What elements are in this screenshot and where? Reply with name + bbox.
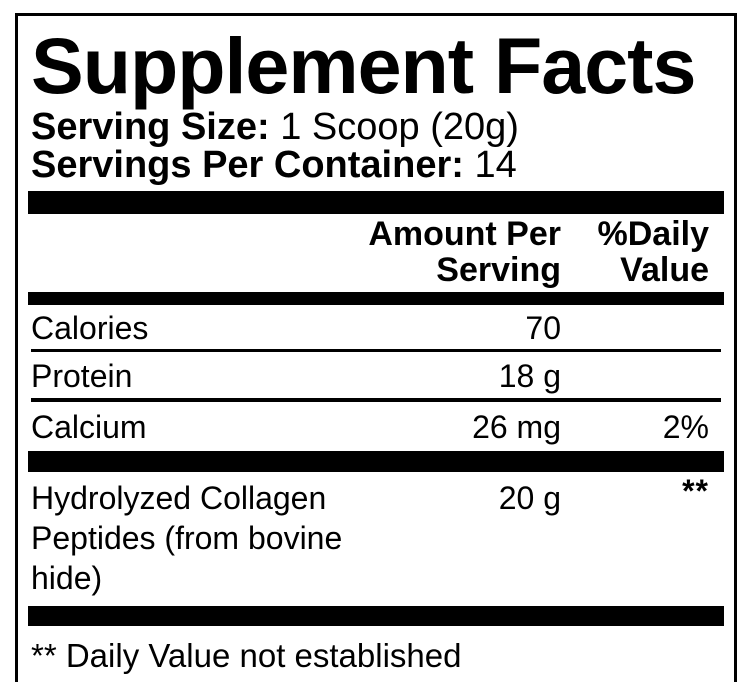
panel-title: Supplement Facts [31,21,696,110]
divider-bar-thick-bottom [28,606,724,626]
divider-bar-thick-mid [28,451,724,472]
divider-bar-medium [28,292,724,305]
serving-size-value: 1 Scoop (20g) [269,106,519,148]
nutrient-daily-value: 2% [662,409,709,445]
nutrient-name: Protein [31,358,133,394]
nutrient-row-hydrolyzed-collagen-peptides: Hydrolyzed Collagen Peptides (from bovin… [31,472,721,602]
servings-per-container-line: Servings Per Container: 14 [31,146,721,184]
supplement-facts-panel: Supplement Facts Serving Size: 1 Scoop (… [15,13,737,682]
nutrient-name: Calories [31,310,149,346]
nutrient-name: Calcium [31,409,147,445]
nutrient-amount: 20 g [498,480,561,516]
nutrient-amount: 70 [525,310,561,346]
nutrient-row-calories: Calories 70 [31,305,721,352]
nutrient-row-protein: Protein 18 g [31,352,721,402]
nutrient-daily-value-asterisks: ** [682,473,709,509]
serving-size-line: Serving Size: 1 Scoop (20g) [31,108,721,146]
daily-value-footnote: ** Daily Value not established [31,637,462,674]
amount-per-serving-header: Amount Per Serving [368,215,561,289]
divider-bar-thick-top [28,191,724,214]
servings-per-container-value: 14 [463,144,517,186]
nutrient-name: Hydrolyzed Collagen Peptides (from bovin… [31,480,343,596]
nutrient-amount: 26 mg [472,409,561,445]
serving-size-label: Serving Size: [31,106,270,148]
nutrient-amount: 18 g [498,358,561,394]
column-header-row: Amount Per Serving %Daily Value [31,216,721,288]
daily-value-header: %Daily Value [597,215,710,289]
servings-per-container-label: Servings Per Container: [31,144,464,186]
nutrient-row-calcium: Calcium 26 mg 2% [31,402,721,451]
